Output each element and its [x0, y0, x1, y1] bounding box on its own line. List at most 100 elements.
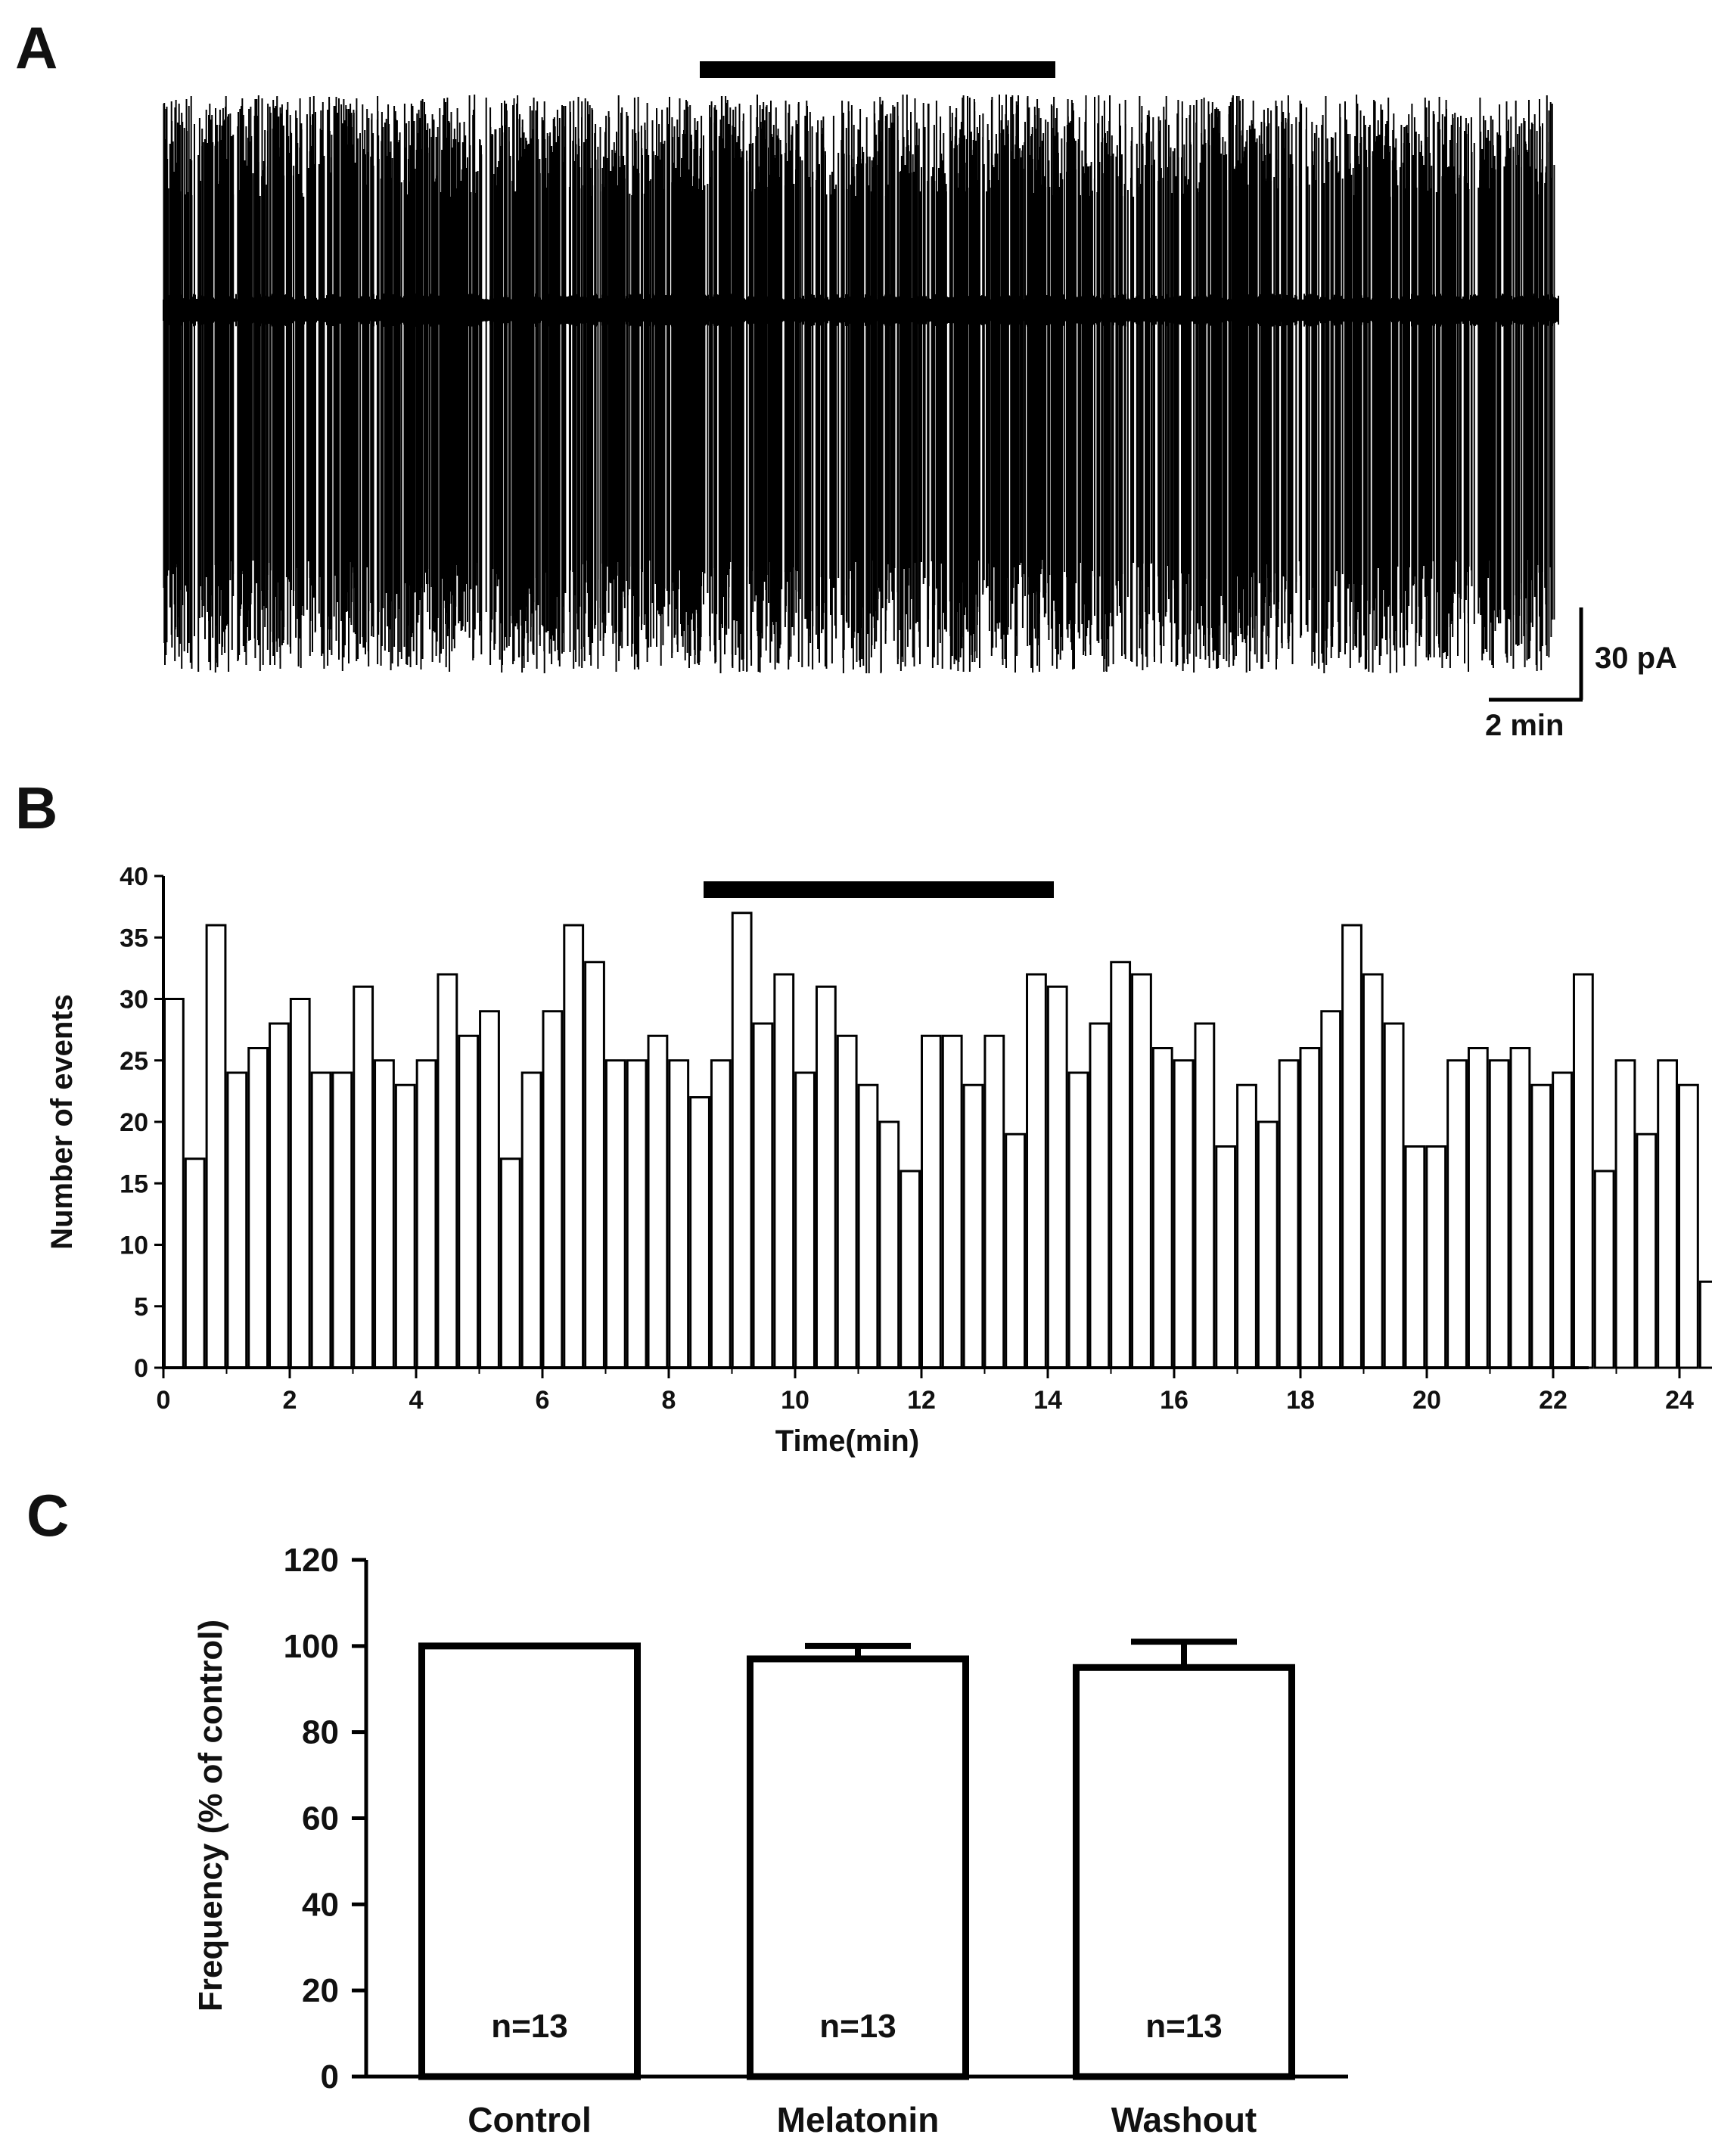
histogram-bar [1446, 1059, 1468, 1369]
histogram-bar [1320, 1010, 1342, 1369]
histogram-bar [1677, 1083, 1699, 1369]
y-tick-label: 35 [120, 924, 148, 952]
histogram-bar [920, 1034, 942, 1369]
histogram-bar [163, 998, 185, 1369]
histogram-bar [1151, 1047, 1173, 1369]
x-tick-label: 18 [1286, 1386, 1315, 1415]
histogram-bar [899, 1170, 921, 1369]
panel-label-c: C [26, 1482, 69, 1549]
y-tick-label: 0 [321, 2058, 339, 2095]
histogram-bar [1467, 1047, 1489, 1369]
y-tick-label: 10 [120, 1232, 148, 1260]
histogram-bar [1341, 924, 1362, 1369]
n-label: n=13 [1145, 2008, 1223, 2045]
histogram-bar [1404, 1145, 1426, 1369]
y-tick-label: 100 [284, 1628, 339, 1665]
histogram-bar [415, 1059, 437, 1369]
frequency-bar [747, 1655, 969, 2080]
histogram-bar [289, 998, 311, 1369]
histogram-bar [269, 1022, 290, 1369]
y-tick-label: 30 [120, 986, 148, 1014]
histogram-bar [1488, 1059, 1510, 1369]
histogram-bar [1593, 1170, 1615, 1369]
category-label: Washout [1111, 2100, 1257, 2139]
x-tick-label: 6 [536, 1386, 550, 1415]
x-tick-label: 0 [157, 1386, 171, 1415]
x-tick-label: 2 [283, 1386, 297, 1415]
current-trace [163, 95, 1559, 673]
histogram-bar [1131, 973, 1152, 1369]
histogram-bar [1698, 1280, 1712, 1369]
y-tick-label: 40 [302, 1886, 339, 1923]
histogram-bar [563, 924, 585, 1369]
x-tick-label: 16 [1160, 1386, 1188, 1415]
histogram-bar [1552, 1071, 1573, 1369]
histogram-bar [1636, 1132, 1658, 1369]
histogram-bar [584, 961, 605, 1369]
histogram-bar [983, 1034, 1005, 1369]
y-tick-label: 60 [302, 1800, 339, 1838]
histogram-bar [542, 1010, 564, 1369]
y-tick-label: 0 [134, 1354, 148, 1383]
y-tick-label: 5 [134, 1293, 148, 1322]
histogram-bar [647, 1034, 669, 1369]
histogram-bar [857, 1083, 879, 1369]
histogram-bar [247, 1047, 269, 1369]
histogram-bar [205, 924, 227, 1369]
histogram-bar [962, 1083, 984, 1369]
panel-label-b: B [15, 775, 57, 841]
y-tick-label: 25 [120, 1047, 148, 1076]
histogram-bar [1425, 1145, 1447, 1369]
y-axis-label-c: Frequency (% of control) [192, 1620, 229, 2012]
x-tick-label: 12 [907, 1386, 936, 1415]
x-tick-label: 24 [1665, 1386, 1694, 1415]
y-tick-label: 15 [120, 1170, 148, 1198]
histogram-bar [604, 1059, 626, 1369]
histogram-bar [626, 1059, 648, 1369]
histogram-bar [226, 1071, 248, 1369]
histogram-bar [878, 1120, 900, 1369]
y-tick-label: 120 [284, 1542, 339, 1579]
histogram-bar [1362, 973, 1384, 1369]
x-tick-label: 10 [781, 1386, 809, 1415]
histogram-bar [689, 1096, 710, 1369]
histogram-bar [1614, 1059, 1636, 1369]
histogram-bar [941, 1034, 963, 1369]
x-tick-label: 22 [1539, 1386, 1568, 1415]
histogram-bar [520, 1071, 542, 1369]
histogram-bar [1657, 1059, 1678, 1369]
scale-label-time: 2 min [1485, 709, 1564, 742]
histogram-bar [1509, 1047, 1531, 1369]
x-axis-label-b: Time(min) [775, 1424, 919, 1458]
histogram-bar [1215, 1145, 1237, 1369]
x-ticks-b: 0 2 4 6 8 10 12 14 16 18 20 22 24 [157, 1368, 1694, 1415]
panel-label-a: A [15, 14, 57, 81]
histogram-bar [1173, 1059, 1195, 1369]
frequency-bar [418, 1642, 641, 2080]
histogram-bar [1278, 1059, 1300, 1369]
frequency-bars: n=13 Control n=13 Melatonin n=13 Washout [418, 1639, 1295, 2139]
histogram-bar [437, 973, 458, 1369]
histogram-bar [1383, 1022, 1405, 1369]
trace-events [163, 95, 1559, 673]
histogram-bar [1572, 973, 1594, 1369]
category-label: Melatonin [777, 2100, 940, 2139]
histogram-bar [1026, 973, 1047, 1369]
y-tick-label: 20 [120, 1108, 148, 1137]
panel-c: C n=13 Control n=13 Melatonin n=13 Washout 0 2… [26, 1482, 1348, 2139]
histogram-bar [499, 1157, 521, 1369]
frequency-bar [1073, 1664, 1295, 2080]
histogram-bar [1299, 1047, 1321, 1369]
histogram-bar [374, 1059, 395, 1369]
y-tick-label: 40 [120, 862, 148, 891]
histogram-bar [1257, 1120, 1279, 1369]
x-tick-label: 14 [1033, 1386, 1062, 1415]
x-tick-label: 20 [1412, 1386, 1441, 1415]
y-axis-label-b: Number of events [45, 994, 79, 1250]
histogram-bar [394, 1083, 416, 1369]
y-ticks-b: 0 5 10 15 20 25 30 35 40 [120, 862, 163, 1383]
histogram-bar [752, 1022, 774, 1369]
n-label: n=13 [819, 2008, 896, 2045]
histogram-bar [1530, 1083, 1552, 1369]
x-tick-label: 4 [409, 1386, 424, 1415]
